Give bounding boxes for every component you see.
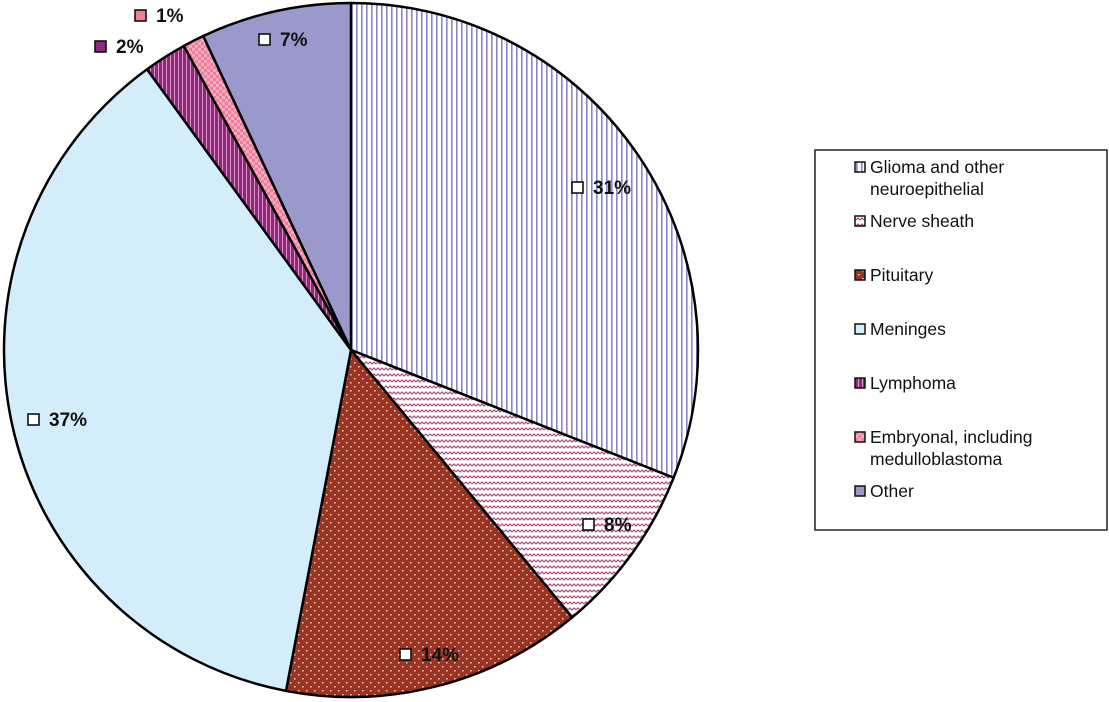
data-label-marker [399,648,412,661]
legend-swatch [854,161,866,173]
pie-slice-1 [349,1,700,479]
data-label-marker [258,33,271,46]
data-label-marker [27,413,40,426]
legend-label: Glioma and other [870,157,1004,177]
legend-label: Embryonal, including [870,427,1032,447]
legend-label: medulloblastoma [870,449,1003,469]
legend-swatch [854,485,866,497]
legend-label: Meninges [870,319,946,339]
legend-label: Pituitary [870,265,933,285]
data-label: 2% [116,37,144,58]
legend-label: Nerve sheath [870,211,974,231]
legend-swatch [854,377,866,389]
legend-swatch [854,269,866,281]
data-label: 7% [280,30,308,51]
pie-slice-4 [2,68,353,693]
legend-swatch [854,215,866,227]
data-label-marker [582,518,595,531]
data-label-marker [571,181,584,194]
data-label-marker [134,9,147,22]
legend-label: Lymphoma [870,373,956,393]
legend-box [814,149,1108,531]
data-label: 8% [604,515,632,536]
legend-label: neuroepithelial [870,179,984,199]
pie-slice-3 [284,348,574,699]
data-label: 31% [593,178,631,199]
data-label: 1% [156,6,184,27]
data-label: 37% [49,410,87,431]
data-label-marker [94,40,107,53]
data-label: 14% [421,645,459,666]
legend-label: Other [870,481,914,501]
legend-swatch [854,323,866,335]
legend-swatch [854,431,866,443]
pie-slice-2 [349,348,675,619]
pie-slice-7 [202,1,353,352]
